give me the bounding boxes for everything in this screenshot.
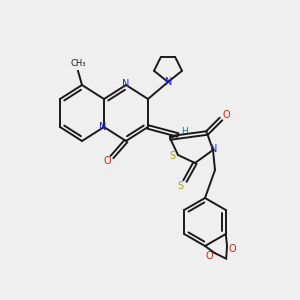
Text: O: O [103, 156, 111, 166]
Text: O: O [222, 110, 230, 120]
Text: N: N [210, 144, 218, 154]
Text: N: N [165, 77, 173, 87]
Text: N: N [122, 79, 130, 89]
Text: H: H [181, 127, 188, 136]
Text: S: S [169, 151, 175, 161]
Text: O: O [206, 251, 213, 261]
Text: N: N [99, 122, 107, 132]
Text: O: O [228, 244, 236, 254]
Text: CH₃: CH₃ [70, 59, 86, 68]
Text: S: S [177, 181, 183, 191]
